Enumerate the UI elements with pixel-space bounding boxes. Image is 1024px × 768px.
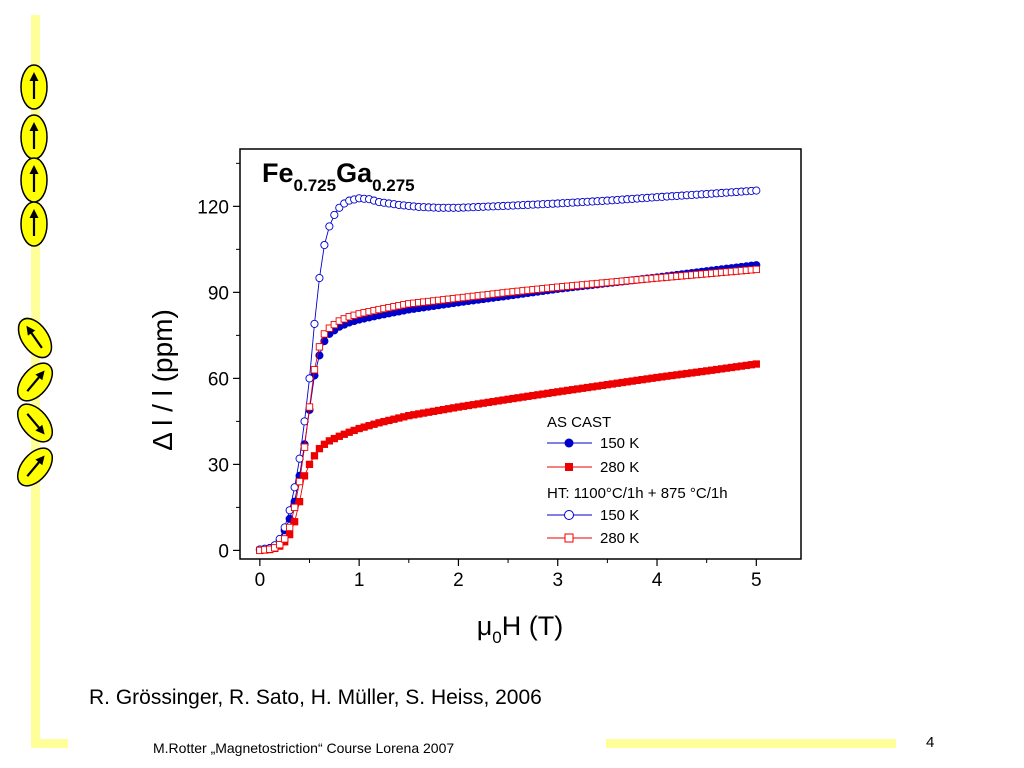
data-point	[315, 444, 324, 453]
data-point	[290, 503, 299, 512]
legend-label-ht-280k: 280 K	[600, 530, 639, 547]
magnetostriction-chart: 0 1 2 3 4 5 0 30 60 90 120 Fe0.725Ga0.275 Δ l / l …	[147, 148, 802, 647]
data-point	[320, 330, 329, 338]
data-point	[330, 210, 339, 219]
data-point	[752, 360, 760, 368]
page-number: 4	[926, 734, 935, 751]
data-point	[315, 273, 324, 283]
domain-arrow-head	[29, 122, 39, 131]
legend-marker-ht-150k	[564, 510, 574, 520]
series-line	[259, 363, 757, 551]
domain-arrow-head	[35, 424, 45, 435]
legend-label-ht-150k: 150 K	[600, 507, 639, 524]
data-point	[276, 541, 284, 549]
domain-arrow-shaft	[26, 460, 41, 477]
y-tick-label: 120	[197, 197, 229, 218]
decorative-yellow-bottom-bar-right	[606, 739, 896, 748]
data-point	[305, 374, 314, 383]
domain-arrow-shaft	[26, 375, 41, 392]
data-point	[295, 498, 304, 506]
series-layer	[255, 186, 761, 555]
data-point	[320, 240, 329, 250]
domain-arrow-icon	[16, 447, 54, 487]
data-point	[285, 523, 294, 532]
magnetic-domain-illustration	[16, 64, 54, 487]
axis-ticks: 0 1 2 3 4 5 0 30 60 90 120	[197, 162, 762, 591]
domain-arrow-icon	[20, 157, 48, 203]
legend: AS CAST 150 K 280 K HT: 1100°C/1h + 875 …	[547, 414, 728, 547]
data-point	[310, 366, 319, 374]
legend-label-as-cast-280k: 280 K	[600, 459, 639, 476]
y-tick-label: 90	[208, 283, 229, 304]
legend-marker-ht-280k	[564, 533, 574, 543]
series-line	[259, 264, 757, 550]
x-tick-label: 1	[354, 570, 365, 591]
domain-arrow-head	[29, 72, 39, 81]
data-point	[300, 472, 309, 480]
domain-arrow-head	[35, 370, 45, 381]
data-point	[752, 186, 761, 195]
data-point	[281, 535, 289, 543]
legend-group-as-cast: AS CAST	[547, 414, 611, 431]
domain-arrow-icon	[16, 403, 54, 443]
y-tick-label: 60	[208, 369, 229, 390]
x-tick-label: 4	[652, 570, 663, 591]
data-point	[752, 265, 760, 274]
data-point	[305, 460, 314, 469]
plot-frame	[239, 148, 802, 560]
domain-arrow-head	[29, 165, 39, 174]
y-tick-label: 30	[208, 455, 229, 476]
data-point	[295, 477, 304, 486]
x-axis-label: μ0H (T)	[477, 611, 564, 647]
domain-arrow-icon	[20, 114, 48, 160]
x-tick-label: 3	[552, 570, 563, 591]
domain-arrow-icon	[16, 362, 54, 402]
data-point	[315, 343, 324, 351]
data-point	[310, 452, 319, 460]
series-0	[255, 261, 761, 554]
legend-label-as-cast-150k: 150 K	[600, 435, 639, 452]
domain-arrow-head	[26, 325, 36, 336]
domain-arrow-icon	[20, 64, 48, 110]
decorative-yellow-bottom-bar-left	[31, 739, 68, 748]
domain-arrow-head	[29, 209, 39, 218]
legend-marker-as-cast-280k	[565, 463, 573, 471]
domain-arrow-icon	[17, 317, 53, 359]
y-axis-label: Δ l / l (ppm)	[147, 309, 178, 451]
x-tick-label: 0	[255, 570, 266, 591]
domain-arrow-shaft	[26, 413, 41, 430]
footer-text: M.Rotter „Magnetostriction“ Course Loren…	[153, 740, 455, 756]
data-point	[305, 403, 314, 411]
data-point	[310, 319, 319, 328]
domain-arrow-shaft	[29, 330, 43, 349]
series-line	[259, 268, 757, 551]
chart-title: Fe0.725Ga0.275	[262, 158, 415, 195]
x-tick-label: 5	[751, 570, 762, 591]
data-point	[300, 443, 309, 451]
series-1	[256, 360, 760, 555]
legend-group-heat-treated: HT: 1100°C/1h + 875 °C/1h	[547, 485, 728, 502]
citation-text: R. Grössinger, R. Sato, H. Müller, S. He…	[89, 686, 542, 709]
legend-marker-as-cast-150k	[564, 438, 574, 448]
data-point	[325, 222, 334, 231]
domain-arrow-icon	[20, 201, 48, 247]
x-tick-label: 2	[453, 570, 464, 591]
series-3	[256, 265, 760, 555]
y-tick-label: 0	[218, 541, 229, 562]
domain-arrow-head	[35, 455, 45, 466]
